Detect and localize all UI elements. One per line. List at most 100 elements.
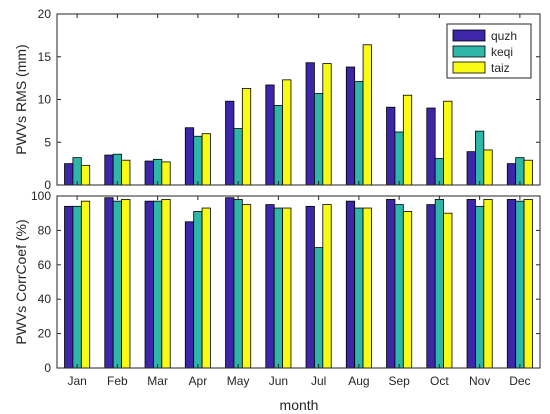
bar-keqi-May [233,199,243,369]
bar-taiz-Jun [282,207,292,369]
bar-keqi-Dec [515,200,525,369]
x-tick-label: May [227,374,250,388]
bar-taiz-Mar [161,199,171,369]
x-tick-label: Jun [269,374,288,388]
bar-keqi-Dec [515,157,525,186]
bar-quzh-Nov [466,199,476,369]
bar-taiz-Jul [322,204,332,369]
bar-taiz-Jun [282,79,292,186]
bar-taiz-Sep [402,211,413,369]
bar-keqi-Aug [354,81,364,186]
bar-taiz-Jan [80,164,91,186]
y-tick-label: 40 [38,292,52,306]
bar-taiz-Oct [443,100,453,186]
bar-keqi-Jun [273,105,283,186]
bar-quzh-Mar [144,200,154,369]
y-tick-label: 0 [44,178,51,192]
y-tick-label: 15 [38,50,52,64]
bar-quzh-May [225,197,235,369]
bar-keqi-Oct [434,199,444,369]
x-tick-label: Jan [67,374,86,388]
bar-taiz-Mar [161,161,171,186]
x-tick-label: Feb [107,374,128,388]
bar-taiz-Aug [362,44,372,186]
bar-quzh-Jul [305,205,315,369]
bar-taiz-Jan [80,200,91,369]
bar-quzh-Dec [506,163,517,186]
x-tick-label: Dec [509,374,530,388]
y-tick-label: 60 [38,258,52,272]
bar-keqi-Jun [273,207,283,369]
bar-quzh-Mar [144,160,154,186]
x-tick-label: Sep [388,374,410,388]
bar-quzh-Aug [345,200,356,369]
bar-keqi-Feb [112,200,122,369]
bar-quzh-Jan [64,205,74,369]
bar-taiz-Apr [201,133,211,186]
legend: quzh keqi taiz [446,23,532,79]
legend-label-keqi: keqi [491,45,513,59]
bar-keqi-Jul [314,93,324,186]
legend-label-taiz: taiz [491,61,510,75]
bar-taiz-Apr [201,207,211,369]
x-tick-label: Oct [430,374,449,388]
bar-quzh-Apr [184,127,195,186]
x-tick-label: Aug [348,374,369,388]
y-tick-label: 20 [38,7,52,21]
plots-layer: 0 5 10 15 20 PWVs RMS (mm) quzh keqi taiz 0 20 40 60… [13,7,541,388]
y-axis-label: PWVs RMS (mm) [13,44,29,154]
y-tick-label: 20 [38,327,52,341]
bar-quzh-Jun [265,84,275,186]
bar-quzh-Jun [265,204,275,369]
bar-keqi-Apr [193,135,203,186]
bar-keqi-Sep [394,131,404,186]
bar-keqi-Mar [153,200,163,369]
bar-quzh-Jul [305,62,315,186]
bar-taiz-Oct [443,212,453,369]
panel-1: 0 5 10 15 20 PWVs RMS (mm) quzh keqi taiz [13,7,541,192]
legend-swatch-keqi [452,45,486,58]
bar-quzh-Apr [184,221,195,369]
bar-keqi-Feb [112,153,122,186]
bar-keqi-Jan [72,205,82,369]
bar-taiz-Sep [402,94,413,186]
bar-quzh-Feb [104,154,114,186]
bar-taiz-Nov [483,199,493,369]
legend-label-quzh: quzh [491,29,517,43]
bar-taiz-Nov [483,149,493,186]
y-tick-label: 5 [44,135,51,149]
y-axis-label: PWVs CorrCoef (%) [13,219,29,344]
bar-quzh-Sep [386,106,396,186]
y-tick-label: 10 [38,93,52,107]
bar-keqi-Nov [475,130,485,186]
y-tick-label: 0 [44,361,51,375]
bar-quzh-Aug [345,66,356,186]
bar-taiz-Feb [121,159,131,186]
bar-keqi-Apr [193,211,203,369]
bar-keqi-Jan [72,157,82,186]
bar-keqi-Aug [354,207,364,369]
panel-2: 0 20 40 60 80 100 Jan Feb Mar Apr May Jun Jul Aug Sep O… [13,189,541,388]
bar-quzh-Oct [426,204,436,369]
bar-taiz-May [241,87,252,186]
bar-taiz-Jul [322,63,332,186]
x-tick-label: Mar [147,374,168,388]
bar-quzh-Feb [104,197,114,369]
bar-quzh-May [225,100,235,186]
x-axis-label: month [280,397,319,413]
bar-quzh-Oct [426,107,436,186]
bar-quzh-Nov [466,151,476,186]
bar-taiz-Dec [523,159,533,186]
bar-keqi-May [233,128,243,186]
bar-quzh-Jan [64,163,74,186]
x-tick-label: Jul [311,374,326,388]
bar-quzh-Sep [386,199,396,369]
bar-quzh-Dec [506,199,517,369]
plot-area [57,196,540,368]
bar-taiz-Dec [523,199,533,369]
y-tick-label: 80 [38,223,52,237]
bar-taiz-May [241,204,252,369]
x-tick-label: Apr [189,374,208,388]
legend-swatch-quzh [452,29,486,42]
legend-swatch-taiz [452,61,486,74]
